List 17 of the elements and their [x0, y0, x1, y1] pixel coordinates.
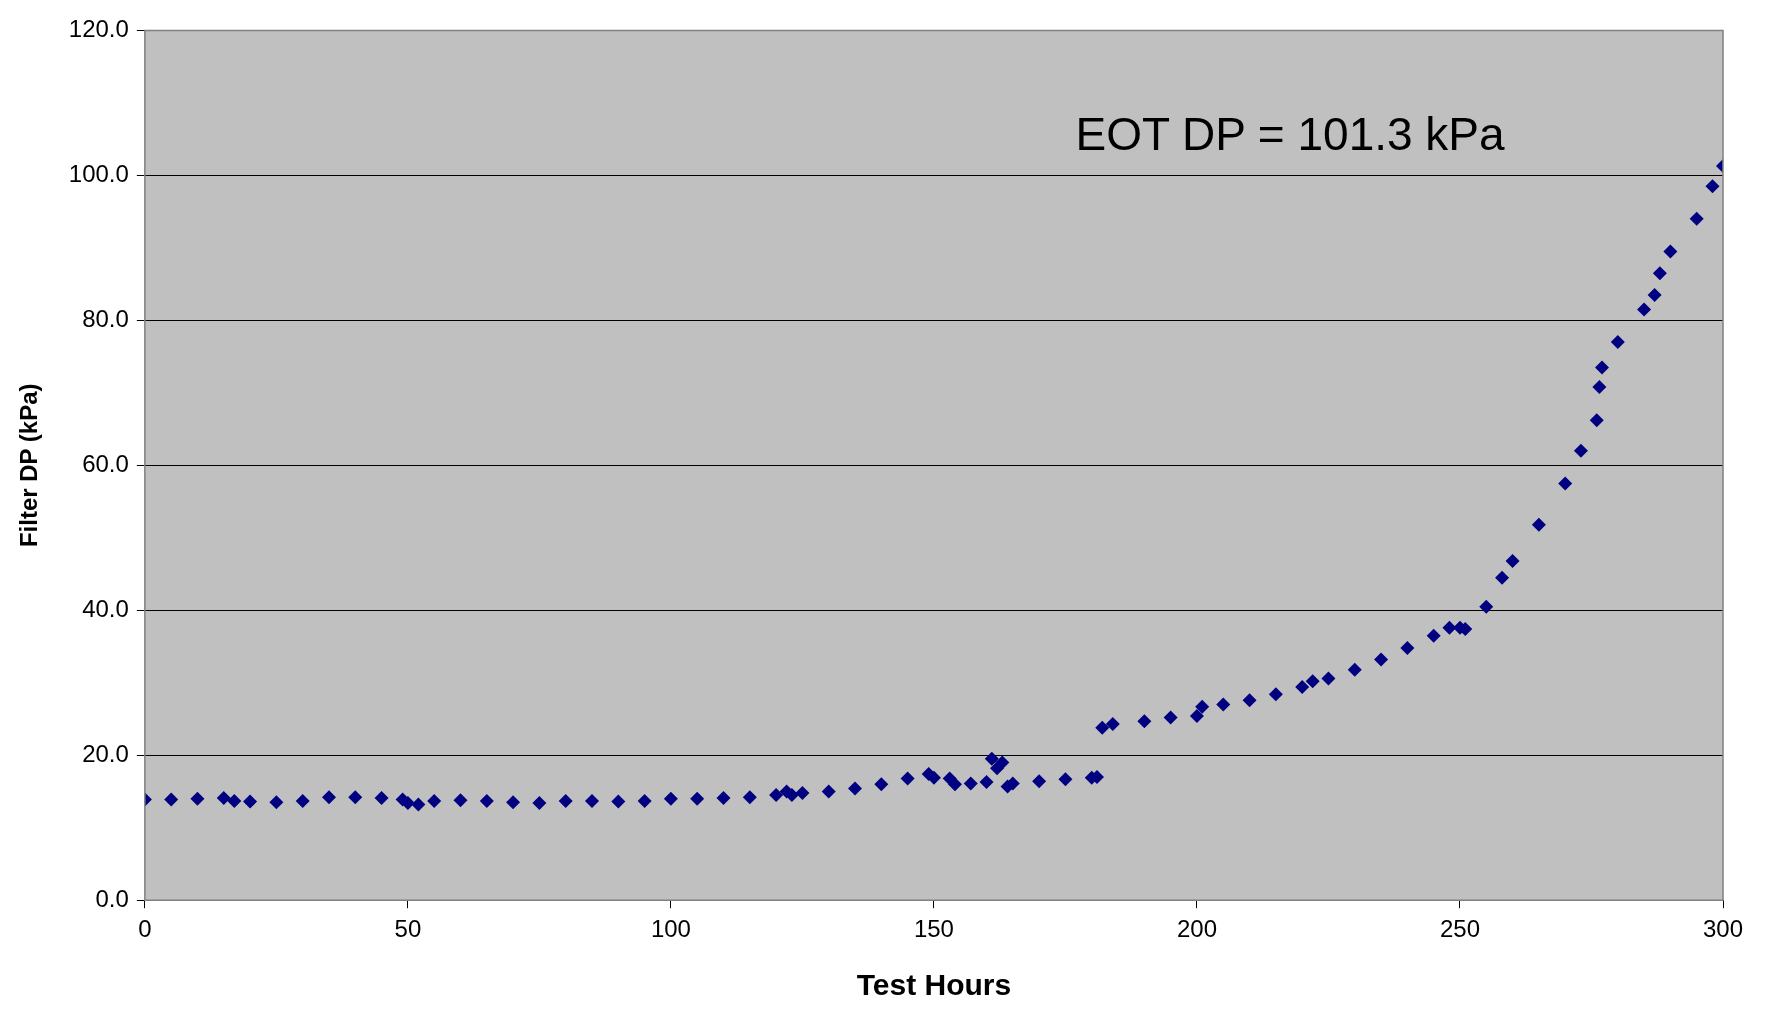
y-tick-label: 0.0 — [95, 884, 129, 912]
x-tick-label: 50 — [394, 915, 422, 943]
y-tick-label: 20.0 — [82, 739, 129, 767]
y-tick-label: 120.0 — [68, 15, 129, 43]
x-tick-label: 300 — [1702, 915, 1744, 943]
annotation: EOT DP = 101.3 kPa — [1075, 108, 1506, 161]
y-tick-label: 40.0 — [82, 594, 129, 622]
x-tick-label: 100 — [650, 915, 691, 943]
x-tick-label: 250 — [1439, 915, 1480, 943]
y-tick-label: 80.0 — [82, 304, 129, 332]
x-tick-label: 150 — [913, 915, 954, 943]
x-tick-label: 0 — [138, 915, 152, 943]
y-tick-label: 60.0 — [82, 449, 129, 477]
x-tick-label: 200 — [1176, 915, 1217, 943]
x-axis-title: Test Hours — [856, 968, 1012, 1002]
y-tick-label: 100.0 — [68, 159, 129, 187]
y-axis-title: Filter DP (kPa) — [15, 383, 43, 548]
